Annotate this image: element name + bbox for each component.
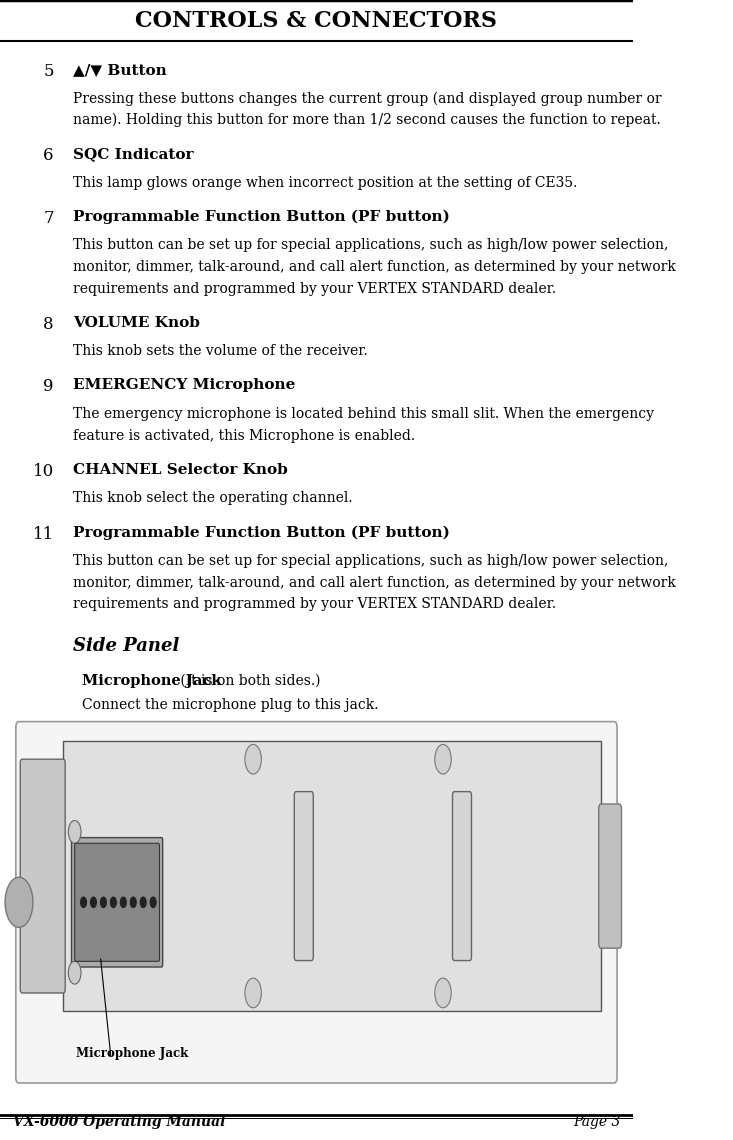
Text: SQC Indicator: SQC Indicator [73,147,194,161]
Circle shape [435,744,452,774]
Text: ▲/▼ Button: ▲/▼ Button [73,63,166,76]
Text: CHANNEL Selector Knob: CHANNEL Selector Knob [73,463,287,477]
Text: Connect the microphone plug to this jack.: Connect the microphone plug to this jack… [82,698,379,711]
FancyBboxPatch shape [21,759,65,993]
Text: CONTROLS & CONNECTORS: CONTROLS & CONNECTORS [136,9,498,32]
Text: This knob sets the volume of the receiver.: This knob sets the volume of the receive… [73,344,367,358]
Text: Microphone Jack: Microphone Jack [76,1048,188,1060]
Text: monitor, dimmer, talk-around, and call alert function, as determined by your net: monitor, dimmer, talk-around, and call a… [73,260,676,274]
Text: EMERGENCY Microphone: EMERGENCY Microphone [73,378,295,392]
Text: feature is activated, this Microphone is enabled.: feature is activated, this Microphone is… [73,429,415,442]
Text: requirements and programmed by your VERTEX STANDARD dealer.: requirements and programmed by your VERT… [73,282,556,295]
Text: Pressing these buttons changes the current group (and displayed group number or: Pressing these buttons changes the curre… [73,91,661,106]
Circle shape [5,878,33,928]
Text: (It is on both sides.): (It is on both sides.) [176,674,320,687]
Circle shape [100,897,106,907]
Text: Programmable Function Button (PF button): Programmable Function Button (PF button) [73,210,449,225]
Circle shape [435,978,452,1008]
Text: monitor, dimmer, talk-around, and call alert function, as determined by your net: monitor, dimmer, talk-around, and call a… [73,576,676,589]
Circle shape [130,897,136,907]
Circle shape [120,897,126,907]
Circle shape [245,978,262,1008]
Circle shape [68,961,81,984]
Text: VX-6000 Operating Manual: VX-6000 Operating Manual [12,1115,225,1129]
Text: This button can be set up for special applications, such as high/low power selec: This button can be set up for special ap… [73,554,668,568]
FancyBboxPatch shape [75,844,160,961]
Text: 7: 7 [43,210,54,227]
Text: 8: 8 [43,316,54,333]
Text: 9: 9 [43,378,54,396]
Text: name). Holding this button for more than 1/2 second causes the function to repea: name). Holding this button for more than… [73,113,660,128]
Text: Side Panel: Side Panel [73,637,179,656]
Text: This knob select the operating channel.: This knob select the operating channel. [73,491,353,505]
FancyBboxPatch shape [294,791,313,961]
Circle shape [150,897,156,907]
Text: 5: 5 [43,63,54,80]
Text: This button can be set up for special applications, such as high/low power selec: This button can be set up for special ap… [73,238,668,252]
Text: requirements and programmed by your VERTEX STANDARD dealer.: requirements and programmed by your VERT… [73,597,556,611]
Circle shape [111,897,117,907]
FancyBboxPatch shape [16,722,617,1083]
Circle shape [140,897,146,907]
Circle shape [245,744,262,774]
Text: VOLUME Knob: VOLUME Knob [73,316,199,329]
Circle shape [91,897,96,907]
Text: 10: 10 [32,463,54,480]
Text: Microphone Jack: Microphone Jack [82,674,221,687]
Circle shape [81,897,86,907]
Text: The emergency microphone is located behind this small slit. When the emergency: The emergency microphone is located behi… [73,407,654,421]
FancyBboxPatch shape [599,804,622,948]
Text: Page 3: Page 3 [572,1115,620,1129]
Text: 11: 11 [32,526,54,543]
FancyBboxPatch shape [452,791,471,961]
Text: This lamp glows orange when incorrect position at the setting of CE35.: This lamp glows orange when incorrect po… [73,176,577,189]
Text: 6: 6 [43,147,54,164]
FancyBboxPatch shape [63,741,601,1011]
Text: Programmable Function Button (PF button): Programmable Function Button (PF button) [73,526,449,540]
Circle shape [68,821,81,844]
FancyBboxPatch shape [72,838,163,967]
